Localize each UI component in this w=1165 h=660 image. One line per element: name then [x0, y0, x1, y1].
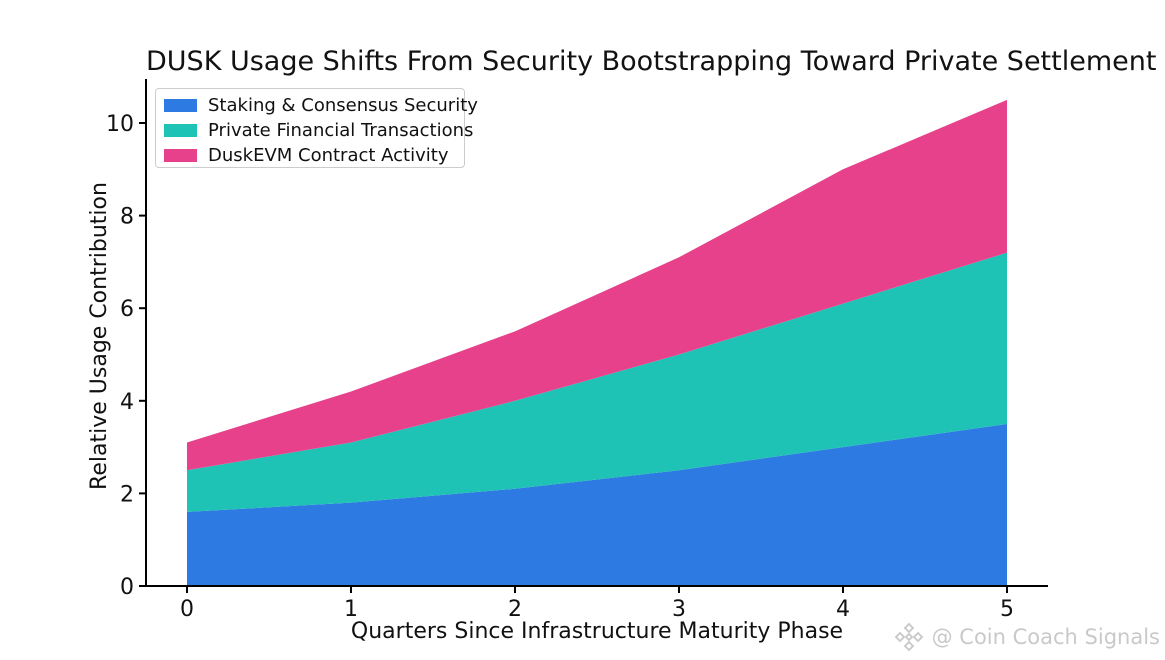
x-tick-label: 0 — [180, 597, 194, 622]
y-tick-label: 8 — [120, 205, 134, 230]
y-tick-label: 2 — [120, 482, 134, 507]
legend: Staking & Consensus Security Private Fin… — [155, 88, 478, 168]
legend-swatch-staking — [164, 99, 197, 112]
legend-item: DuskEVM Contract Activity — [164, 143, 464, 168]
y-tick-label: 10 — [106, 112, 134, 137]
legend-label: DuskEVM Contract Activity — [208, 145, 449, 166]
x-axis-label: Quarters Since Infrastructure Maturity P… — [350, 619, 844, 644]
legend-item: Staking & Consensus Security — [164, 93, 478, 118]
x-tick-label: 2 — [508, 597, 522, 622]
x-tick-label: 4 — [836, 597, 850, 622]
legend-swatch-duskevm — [164, 149, 197, 162]
x-tick-label: 3 — [672, 597, 686, 622]
x-tick-label: 5 — [1000, 597, 1014, 622]
legend-label: Staking & Consensus Security — [208, 95, 478, 116]
y-tick-label: 6 — [120, 297, 134, 322]
watermark-text: @ Coin Coach Signals — [931, 625, 1160, 649]
diamond-logo-icon — [894, 622, 923, 652]
legend-item: Private Financial Transactions — [164, 118, 473, 143]
y-axis-label: Relative Usage Contribution — [87, 182, 112, 490]
y-tick-label: 0 — [120, 575, 134, 600]
area-series-1 — [187, 252, 1007, 512]
watermark: @ Coin Coach Signals — [892, 622, 1160, 652]
y-tick-label: 4 — [120, 390, 134, 415]
chart-title: DUSK Usage Shifts From Security Bootstra… — [146, 46, 1157, 77]
x-tick-label: 1 — [344, 597, 358, 622]
legend-swatch-private-tx — [164, 124, 197, 137]
area-series-0 — [187, 423, 1007, 586]
area-series-2 — [187, 99, 1007, 471]
legend-label: Private Financial Transactions — [208, 120, 474, 141]
